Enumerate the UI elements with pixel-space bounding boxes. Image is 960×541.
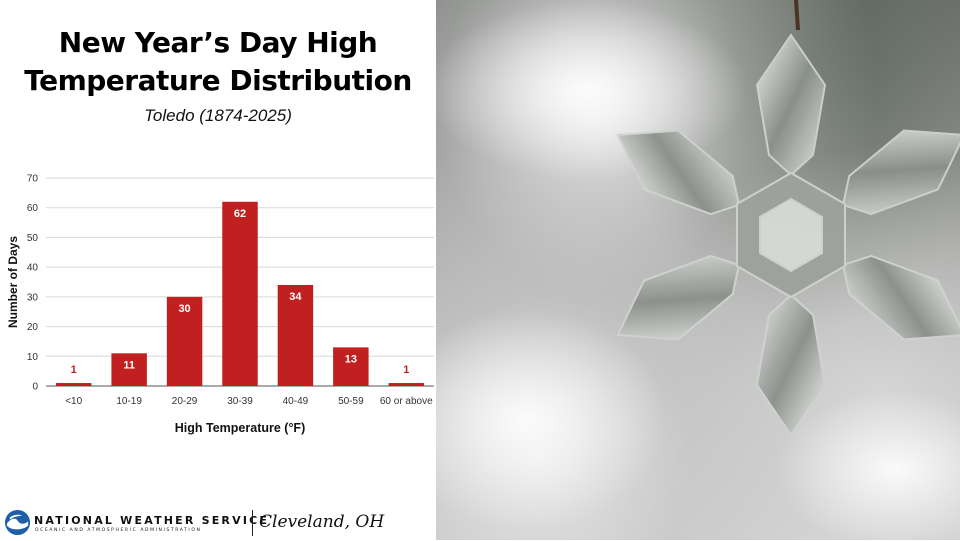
x-tick-label: 60 or above bbox=[380, 396, 433, 407]
x-tick-label: 40-49 bbox=[283, 396, 309, 407]
y-tick-label: 40 bbox=[27, 263, 39, 274]
y-tick-label: 70 bbox=[27, 174, 39, 185]
y-axis-title: Number of Days bbox=[6, 236, 20, 328]
office-name: Cleveland, OH bbox=[259, 512, 385, 532]
bar bbox=[55, 383, 92, 386]
left-panel: New Year’s Day High Temperature Distribu… bbox=[0, 0, 440, 540]
noaa-logo-icon bbox=[4, 509, 31, 541]
y-tick-label: 30 bbox=[27, 292, 39, 303]
snowflake-ornament-icon bbox=[436, 0, 960, 540]
snowflake-ornament-photo bbox=[436, 0, 960, 540]
x-tick-label: 30-39 bbox=[227, 396, 253, 407]
chart-title: New Year’s Day High Temperature Distribu… bbox=[0, 24, 436, 100]
data-label: 1 bbox=[403, 364, 409, 376]
y-tick-label: 20 bbox=[27, 322, 39, 333]
x-tick-label: 50-59 bbox=[338, 396, 364, 407]
title-line-2: Temperature Distribution bbox=[24, 64, 412, 97]
footer-divider bbox=[252, 510, 253, 536]
x-axis-title: High Temperature (°F) bbox=[175, 421, 305, 435]
bar bbox=[388, 383, 425, 386]
data-label: 30 bbox=[178, 303, 190, 315]
data-label: 11 bbox=[123, 359, 135, 371]
data-label: 62 bbox=[234, 208, 246, 220]
bar bbox=[222, 201, 258, 386]
y-tick-label: 10 bbox=[27, 352, 39, 363]
x-tick-label: <10 bbox=[65, 396, 82, 407]
bar bbox=[111, 353, 147, 386]
x-tick-label: 10-19 bbox=[116, 396, 142, 407]
title-line-1: New Year’s Day High bbox=[58, 26, 378, 59]
bar-chart: 0 10 20 30 40 50 60 70 1 <10 11 10-19 30 20-29 62 30-39… bbox=[6, 174, 434, 435]
chart-subtitle: Toledo (1874-2025) bbox=[144, 106, 292, 125]
y-tick-label: 50 bbox=[27, 233, 39, 244]
bar bbox=[277, 284, 314, 386]
data-label: 34 bbox=[289, 291, 302, 303]
bar bbox=[333, 347, 369, 386]
data-label: 13 bbox=[345, 353, 357, 365]
agency-name: NATIONAL WEATHER SERVICE bbox=[34, 514, 270, 527]
x-tick-label: 20-29 bbox=[172, 396, 198, 407]
bar bbox=[166, 296, 203, 386]
y-tick-label: 60 bbox=[27, 203, 39, 214]
y-tick-label: 0 bbox=[32, 382, 38, 393]
data-label: 1 bbox=[71, 364, 77, 376]
agency-subtitle: OCEANIC AND ATMOSPHERIC ADMINISTRATION bbox=[35, 528, 202, 533]
